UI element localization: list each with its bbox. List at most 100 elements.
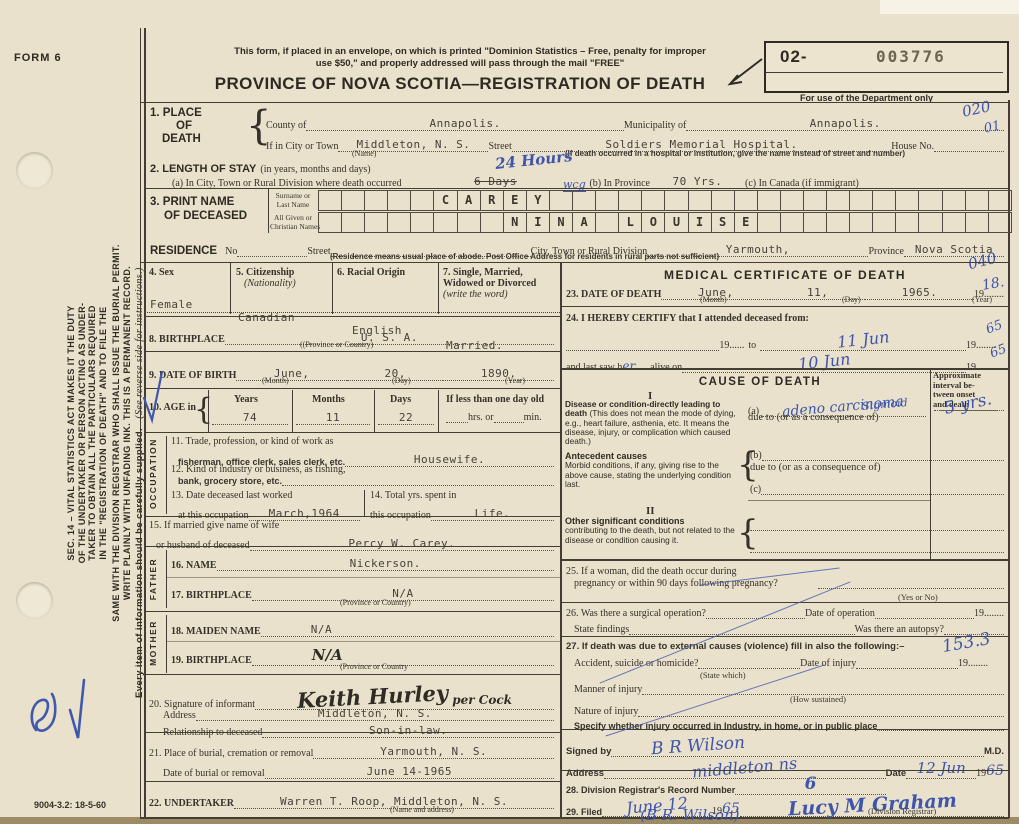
dod-19: 19........ bbox=[974, 289, 1004, 300]
age-hrs-min-line: hrs. or min. bbox=[446, 412, 554, 423]
informant-address-label: Address bbox=[163, 710, 196, 721]
interval-header: Approximate interval be-tween onset and de… bbox=[933, 370, 982, 409]
s3-line2: OF DECEASED bbox=[164, 210, 248, 222]
s26-line2: State findings Was there an autopsy? bbox=[574, 624, 1004, 635]
scan-corner bbox=[880, 0, 1019, 14]
s12-label2: bank, grocery store, etc. bbox=[178, 476, 283, 486]
industry-field bbox=[282, 485, 554, 486]
cause-due2: due to (or as a consequence of) bbox=[750, 462, 881, 473]
signed-by-label: Signed by bbox=[566, 746, 612, 757]
house-no-field bbox=[934, 151, 1004, 152]
accident-field bbox=[698, 668, 801, 669]
medical-certificate-title: MEDICAL CERTIFICATE OF DEATH bbox=[664, 268, 906, 282]
s14-label2: this occupation bbox=[370, 510, 431, 521]
s15-label1: 15. If married give name of wife bbox=[149, 520, 280, 531]
divider bbox=[561, 770, 1008, 771]
form-bottom-border bbox=[140, 817, 1009, 819]
hw-md-date: 12 Jun bbox=[916, 759, 966, 777]
divider bbox=[166, 436, 167, 514]
relationship-value: Son-in-law. bbox=[369, 724, 448, 737]
dod-sub-day: (Day) bbox=[842, 295, 861, 304]
age-less-label: If less than one day old bbox=[446, 394, 545, 405]
county-field: Annapolis. bbox=[306, 112, 624, 131]
municipality-value: Annapolis. bbox=[809, 117, 881, 130]
residence-province-value: Nova Scotia bbox=[914, 243, 994, 256]
filed-date-field: June 12 bbox=[602, 793, 713, 818]
s25-line1: 25. If a woman, did the death occur duri… bbox=[566, 566, 737, 577]
s27-c-sub: (How sustained) bbox=[790, 694, 846, 704]
city-street-line: If in City or Town Middleton, N. S. Stre… bbox=[266, 133, 1004, 152]
s3-line1: 3. PRINT NAME bbox=[150, 196, 235, 208]
scan-bottom-edge bbox=[0, 817, 1019, 824]
section1-label: 1. PLACE OF DEATH bbox=[150, 107, 242, 146]
divider bbox=[144, 516, 561, 517]
punch-hole bbox=[16, 582, 53, 619]
mother-side-label: MOTHER bbox=[148, 620, 158, 666]
findings-field bbox=[629, 634, 855, 635]
cause-a-line: (a) adeno carcinoma bbox=[748, 394, 926, 420]
pregnancy-field bbox=[817, 588, 1004, 589]
s2-b-field: 70 Yrs. bbox=[649, 170, 745, 189]
s1-line1: 1. PLACE bbox=[150, 107, 202, 119]
attended-to: to bbox=[748, 340, 757, 351]
record-number-label: 28. Division Registrar's Record Number bbox=[566, 785, 736, 795]
s25-line2: pregnancy or within 90 days following pr… bbox=[574, 578, 1004, 589]
hw-initials: wcg bbox=[563, 178, 586, 192]
margin-permit-text: SAME WITH THE DIVISION REGISTRAR WHO SHA… bbox=[111, 244, 132, 622]
county-municipality-line: County of Annapolis. Municipality of Ann… bbox=[266, 112, 1004, 131]
last-worked-field: March,1964 bbox=[248, 502, 360, 521]
spouse-field: Percy W. Carey. bbox=[249, 532, 554, 551]
father-birthplace-line: 17. BIRTHPLACE N/A bbox=[171, 582, 554, 601]
s2-heading: 2. LENGTH OF STAY bbox=[150, 163, 257, 175]
form-left-border bbox=[140, 28, 141, 818]
antecedent-descriptor: Antecedent causes Morbid conditions, if … bbox=[565, 451, 743, 489]
dob-month: June, bbox=[273, 367, 310, 380]
dod-month: June, bbox=[698, 286, 734, 299]
section3-label: 3. PRINT NAME OF DECEASED bbox=[150, 195, 247, 223]
divider bbox=[292, 390, 293, 432]
s26-a: 26. Was there a surgical operation? bbox=[566, 608, 706, 619]
residence-city-label: City, Town or Rural Division bbox=[530, 246, 648, 257]
divider bbox=[561, 602, 1008, 603]
s13-label2: at this occupation bbox=[178, 510, 249, 521]
interval-column-divider bbox=[930, 368, 931, 560]
divider bbox=[166, 615, 167, 673]
dob-year: 1890. bbox=[480, 367, 517, 380]
dept-caption: For use of the Department only bbox=[800, 93, 934, 103]
hw-br-wilson-note: (B R. Wilson) bbox=[640, 806, 740, 824]
division-registrar-sub: (Division Registrar) bbox=[868, 806, 937, 816]
divider bbox=[374, 390, 375, 432]
age-hrs-field bbox=[446, 422, 468, 423]
informant-address-value: Middleton, N. S. bbox=[317, 707, 432, 720]
last-saw-19: 19........ bbox=[966, 362, 996, 373]
residence-province-field: Nova Scotia bbox=[904, 238, 1004, 257]
date-of-birth-line: 9. DATE OF BIRTH June, 20, 1890. bbox=[149, 362, 555, 381]
divider bbox=[144, 546, 561, 547]
birthplace-field: U. S. A. bbox=[224, 326, 554, 345]
burial-date-field: June 14-1965 bbox=[264, 760, 554, 779]
s27-line2: Manner of injury bbox=[574, 684, 1004, 695]
citizenship-sub: (Nationality) bbox=[244, 278, 296, 289]
dod-day: 11, bbox=[807, 286, 829, 299]
filed-label: 29. Filed bbox=[566, 807, 603, 817]
marital-label: 7. Single, Married, Widowed or Divorced … bbox=[443, 267, 537, 300]
age-min-label: min. bbox=[523, 412, 542, 423]
county-label: County of bbox=[266, 120, 307, 131]
other-descriptor: Other significant conditions contributin… bbox=[565, 516, 743, 545]
birthplace-sub: ((Province or Country) bbox=[300, 340, 374, 349]
hw-last-saw: 10 Jun bbox=[796, 349, 852, 374]
divider bbox=[144, 432, 561, 433]
age-days-label: Days bbox=[390, 394, 412, 405]
s27-line1: Accident, suicide or homicide? Date of i… bbox=[574, 658, 988, 669]
operation-field bbox=[705, 618, 805, 619]
injury-date-field bbox=[856, 668, 958, 669]
burial-date-label: Date of burial or removal bbox=[163, 768, 265, 779]
hw-record-number: 6 bbox=[804, 774, 817, 794]
s26-b: Date of operation bbox=[804, 608, 875, 619]
informant-address-line: Address Middleton, N. S. bbox=[163, 702, 554, 721]
dotted-divider bbox=[144, 312, 560, 313]
occupation-field: Housewife. bbox=[345, 448, 554, 467]
age-months-label: Months bbox=[312, 394, 345, 405]
pen-checkmark bbox=[142, 370, 164, 425]
